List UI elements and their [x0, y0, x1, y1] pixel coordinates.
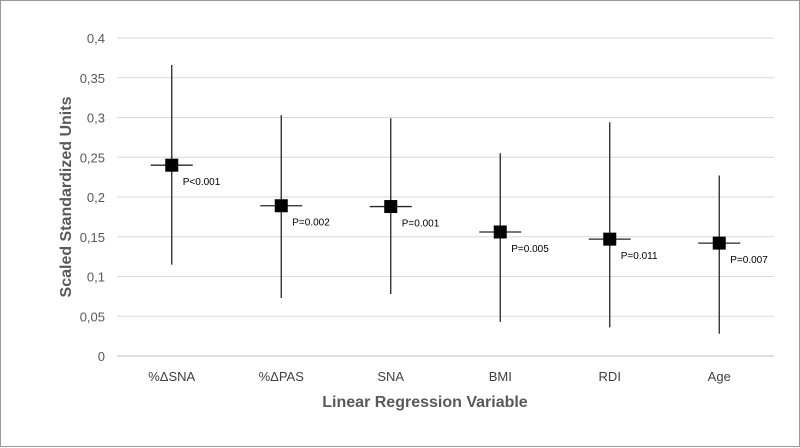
estimate-marker	[384, 200, 398, 214]
x-category-label: SNA	[377, 369, 404, 384]
estimate-marker	[274, 199, 288, 213]
y-tick-label: 0,4	[87, 31, 105, 46]
y-tick-label: 0,25	[80, 150, 105, 165]
y-tick-label: 0,05	[80, 309, 105, 324]
gridlines	[117, 37, 774, 357]
estimate-marker	[712, 236, 726, 250]
estimate-marker	[493, 225, 507, 239]
y-tick-label: 0,2	[87, 190, 105, 205]
y-axis-ticks: 0 0,05 0,1 0,15 0,2 0,25 0,3 0,35 0,4	[80, 31, 105, 364]
estimate-marker	[165, 158, 179, 172]
x-category-label: RDI	[599, 369, 621, 384]
x-category-label: %ΔSNA	[148, 369, 195, 384]
x-category-label: BMI	[489, 369, 512, 384]
p-value-label: P=0.005	[511, 244, 549, 255]
y-axis-title: Scaled Standardized Units	[58, 96, 75, 297]
y-tick-label: 0,35	[80, 71, 105, 86]
p-value-label: P<0.001	[183, 177, 221, 188]
y-tick-label: 0,15	[80, 230, 105, 245]
p-value-label: P=0.011	[621, 251, 658, 262]
x-category-label: Age	[708, 369, 731, 384]
y-tick-label: 0,1	[87, 270, 105, 285]
y-tick-label: 0	[98, 349, 105, 364]
x-axis-categories: %ΔSNA %ΔPAS SNA BMI RDI Age	[148, 369, 731, 384]
y-tick-label: 0,3	[87, 111, 105, 126]
p-value-label: P=0.002	[292, 218, 330, 229]
p-value-label: P=0.001	[402, 219, 440, 230]
plot-marks: P<0.001 P=0.002 P=0.001 P=0.005 P=0.011 P=0.0…	[150, 65, 768, 334]
x-axis-title: Linear Regression Variable	[322, 394, 528, 411]
estimate-marker	[603, 232, 617, 246]
p-value-label: P=0.007	[730, 255, 768, 266]
x-category-label: %ΔPAS	[259, 369, 305, 384]
